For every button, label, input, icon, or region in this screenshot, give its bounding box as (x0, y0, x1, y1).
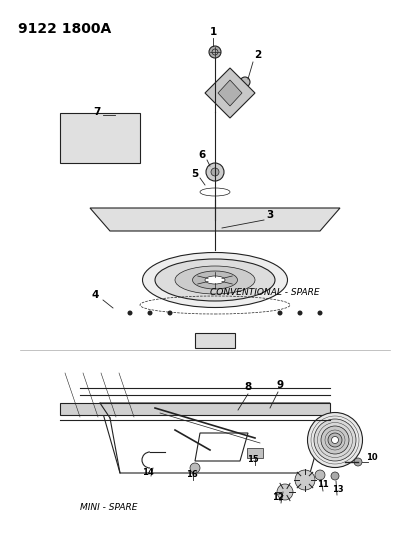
Text: 15: 15 (247, 455, 259, 464)
Text: 11: 11 (317, 480, 329, 489)
FancyBboxPatch shape (247, 448, 263, 458)
Circle shape (209, 46, 221, 58)
Ellipse shape (332, 437, 339, 443)
Text: 6: 6 (199, 150, 206, 160)
Ellipse shape (205, 276, 225, 284)
Text: 12: 12 (272, 493, 284, 502)
Circle shape (168, 311, 173, 316)
Ellipse shape (143, 253, 288, 308)
Circle shape (318, 311, 323, 316)
Ellipse shape (155, 259, 275, 301)
Polygon shape (195, 333, 235, 348)
Ellipse shape (314, 419, 356, 461)
Circle shape (190, 463, 200, 473)
Ellipse shape (192, 271, 238, 289)
Circle shape (331, 472, 339, 480)
Text: 13: 13 (332, 485, 344, 494)
Text: 8: 8 (245, 382, 252, 392)
Ellipse shape (307, 413, 363, 467)
Circle shape (206, 163, 224, 181)
Ellipse shape (321, 426, 349, 454)
Text: 3: 3 (266, 210, 274, 220)
Polygon shape (90, 208, 340, 231)
Text: 7: 7 (93, 107, 101, 117)
Text: MINI - SPARE: MINI - SPARE (80, 503, 138, 512)
Circle shape (277, 484, 293, 500)
Circle shape (354, 458, 362, 466)
Text: 16: 16 (186, 470, 198, 479)
Circle shape (298, 311, 302, 316)
Circle shape (127, 311, 132, 316)
Circle shape (148, 311, 152, 316)
Circle shape (211, 168, 219, 176)
Text: 4: 4 (91, 290, 99, 300)
Text: 14: 14 (142, 468, 154, 477)
Text: 2: 2 (254, 50, 262, 60)
Text: 9: 9 (277, 380, 284, 390)
Ellipse shape (175, 266, 255, 294)
Circle shape (277, 311, 282, 316)
Text: 10: 10 (366, 453, 378, 462)
Polygon shape (218, 80, 242, 106)
Text: 5: 5 (192, 169, 199, 179)
Ellipse shape (328, 433, 342, 447)
Text: 9122 1800A: 9122 1800A (18, 22, 111, 36)
Polygon shape (60, 113, 140, 163)
Text: CONVENTIONAL - SPARE: CONVENTIONAL - SPARE (210, 288, 320, 297)
FancyBboxPatch shape (60, 403, 330, 415)
Text: 1: 1 (209, 27, 217, 37)
Circle shape (315, 470, 325, 480)
Circle shape (240, 77, 250, 87)
Circle shape (295, 470, 315, 490)
Polygon shape (205, 68, 255, 118)
